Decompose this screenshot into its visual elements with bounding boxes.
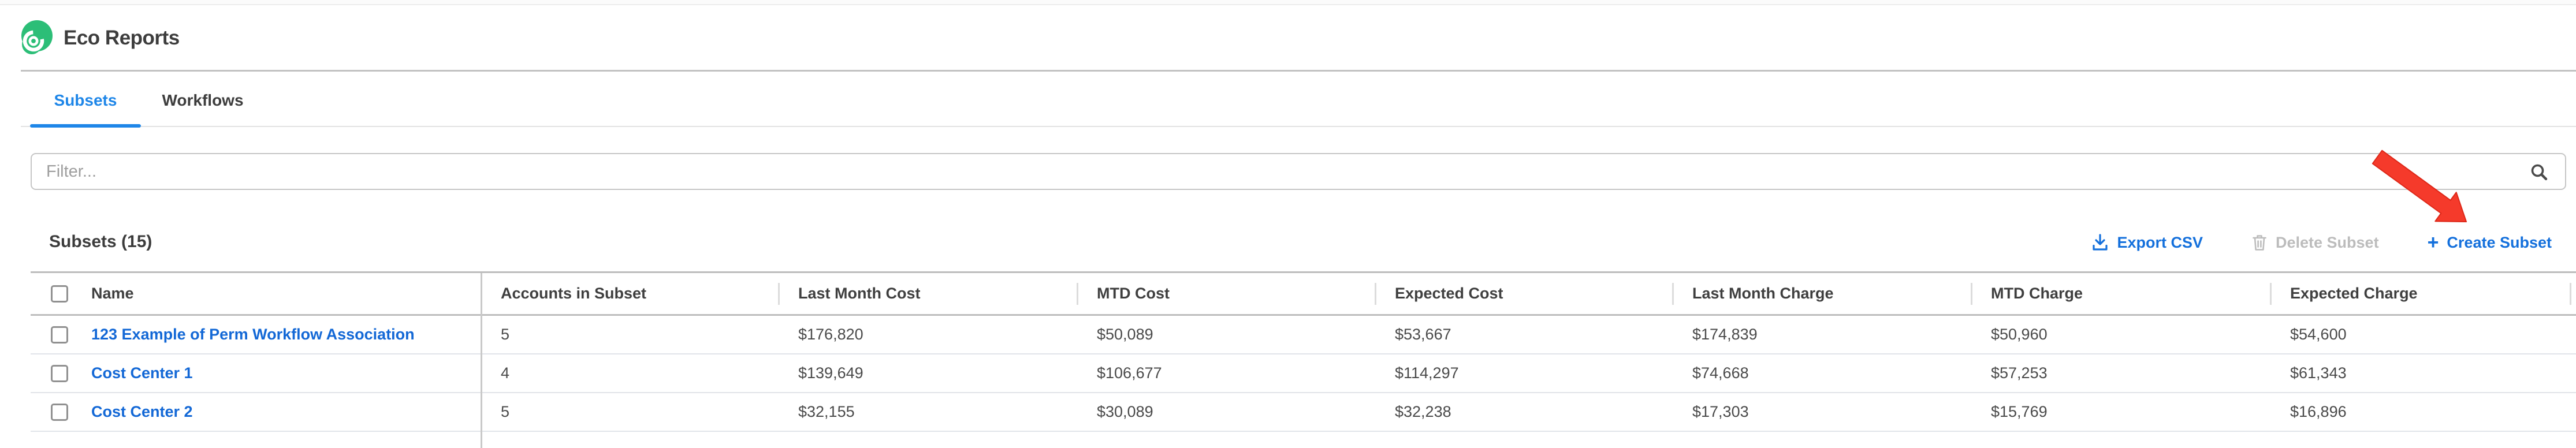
cell-mtd-cost: $50,089 — [1097, 326, 1153, 343]
filter-input[interactable] — [32, 154, 2565, 189]
header-divider — [21, 70, 2576, 72]
annotation-arrow-icon — [2372, 150, 2467, 222]
cell-mtd-cost: $30,089 — [1097, 403, 1153, 420]
cell-last-month-charge: $17,303 — [1692, 403, 1749, 420]
table-actions: Export CSV Delete Subset + Create Subset — [2091, 229, 2552, 256]
header-cell-accounts: Accounts in Subset — [501, 285, 647, 302]
download-icon — [2093, 234, 2108, 251]
subset-name-link[interactable]: Cost Center 1 — [91, 364, 193, 382]
create-subset-label: Create Subset — [2447, 233, 2552, 251]
section-heading: Subsets (15) — [49, 232, 152, 251]
active-tab-indicator — [30, 124, 141, 128]
trash-icon — [2253, 235, 2266, 251]
subsets-table: Name Accounts in Subset Last Month Cost … — [31, 271, 2576, 448]
filter-bar — [31, 153, 2566, 190]
cell-accounts: 4 — [501, 364, 510, 382]
page-title: Eco Reports — [64, 27, 180, 49]
cell-expected-charge: $16,896 — [2290, 403, 2347, 420]
cell-mtd-charge: $50,960 — [1991, 326, 2048, 343]
cell-expected-cost: $32,238 — [1395, 403, 1451, 420]
cell-last-month-cost: $32,155 — [798, 403, 855, 420]
row-checkbox[interactable] — [51, 403, 68, 421]
table-row: Cost Center 2 5 $32,155 $30,089 $32,238 … — [31, 393, 2576, 432]
subset-name-link[interactable]: Cost Center 2 — [91, 403, 193, 420]
eco-spiral-logo-icon — [21, 20, 53, 54]
header-cell-mtd-cost: MTD Cost — [1077, 273, 1375, 314]
cell-name: Cost Center 2 — [31, 393, 481, 431]
cell-expected-charge: $54,600 — [2290, 326, 2347, 343]
delete-subset-button[interactable]: Delete Subset — [2251, 233, 2379, 252]
table-row: 123 Example of Perm Workflow Association… — [31, 316, 2576, 354]
row-checkbox[interactable] — [51, 364, 68, 382]
table-header-row: Name Accounts in Subset Last Month Cost … — [31, 273, 2576, 316]
cell-stub — [2570, 393, 2576, 431]
delete-subset-label: Delete Subset — [2276, 233, 2379, 251]
search-icon[interactable] — [2530, 163, 2549, 182]
header-cell-name: Name — [31, 273, 481, 314]
top-edge-divider — [0, 0, 2576, 5]
header-cell-mtd-charge: MTD Charge — [1971, 273, 2270, 314]
cell-last-month-charge: $74,668 — [1692, 364, 1749, 382]
subset-name-link[interactable]: 123 Example of Perm Workflow Association — [91, 326, 415, 343]
cell-expected-cost: $53,667 — [1395, 326, 1451, 343]
export-csv-button[interactable]: Export CSV — [2091, 233, 2203, 252]
cell-accounts: 5 — [501, 326, 510, 343]
tabs-baseline — [21, 126, 2576, 127]
table-row-partial — [31, 432, 2576, 448]
column-label: Name — [91, 285, 134, 302]
header-cell-stub — [2570, 273, 2576, 314]
header-cell-expected-cost: Expected Cost — [1375, 273, 1672, 314]
export-csv-label: Export CSV — [2117, 233, 2203, 251]
cell-expected-charge: $61,343 — [2290, 364, 2347, 382]
cell-accounts: 5 — [501, 403, 510, 420]
header-cell-last-month-cost: Last Month Cost — [778, 273, 1077, 314]
row-checkbox[interactable] — [51, 326, 68, 344]
select-all-checkbox[interactable] — [51, 285, 68, 303]
cell-expected-cost: $114,297 — [1395, 364, 1459, 382]
create-subset-button[interactable]: + Create Subset — [2427, 232, 2552, 253]
cell-mtd-charge: $15,769 — [1991, 403, 2048, 420]
tab-workflows[interactable]: Workflows — [162, 91, 244, 109]
name-column-divider — [481, 273, 482, 448]
header-cell-expected-charge: Expected Charge — [2270, 273, 2570, 314]
cell-name: 123 Example of Perm Workflow Association — [31, 316, 481, 353]
tab-subsets[interactable]: Subsets — [54, 91, 117, 109]
header-cell-last-month-charge: Last Month Charge — [1672, 273, 1971, 314]
cell-name: Cost Center 1 — [31, 354, 481, 392]
cell-stub — [2570, 354, 2576, 392]
cell-mtd-cost: $106,677 — [1097, 364, 1162, 382]
cell-last-month-charge: $174,839 — [1692, 326, 1758, 343]
cell-mtd-charge: $57,253 — [1991, 364, 2048, 382]
table-row: Cost Center 1 4 $139,649 $106,677 $114,2… — [31, 354, 2576, 393]
cell-last-month-cost: $139,649 — [798, 364, 863, 382]
cell-last-month-cost: $176,820 — [798, 326, 863, 343]
plus-icon: + — [2427, 232, 2439, 253]
cell-stub — [2570, 316, 2576, 353]
